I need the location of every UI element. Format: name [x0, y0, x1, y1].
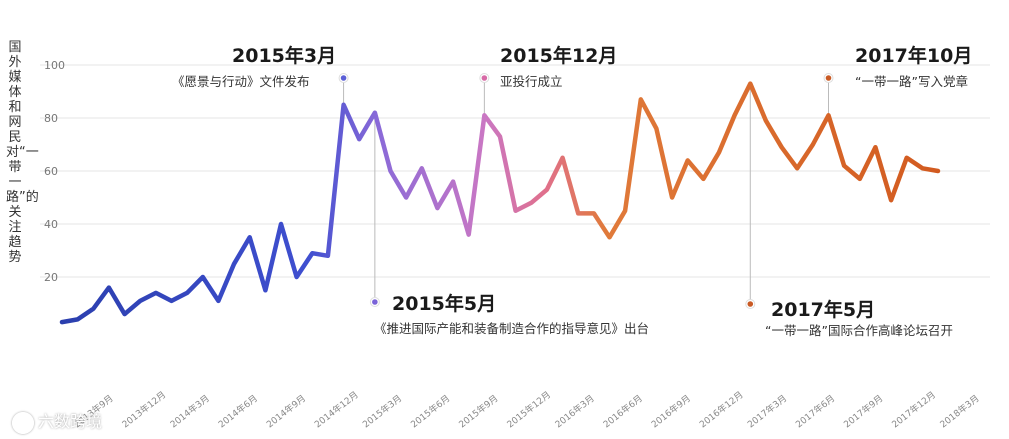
annotation-date: 2017年10月 [855, 44, 972, 67]
x-tick-label: 2014年6月 [216, 392, 260, 430]
annotation-text: 《愿景与行动》文件发布 [172, 74, 310, 89]
x-tick-label: 2014年3月 [168, 392, 212, 430]
annotation-text: “一带一路”写入党章 [855, 74, 968, 89]
annotation-marker [747, 301, 754, 307]
annotation-text: 《推进国际产能和装备制造合作的指导意见》出台 [374, 321, 649, 336]
annotation-marker [340, 75, 347, 81]
watermark-text: 六数跨境 [38, 412, 103, 431]
x-tick-label: 2016年9月 [649, 392, 693, 430]
x-tick-label: 2017年6月 [793, 392, 837, 430]
annotation-date: 2015年12月 [500, 44, 617, 67]
annotation-date: 2015年5月 [392, 292, 496, 315]
series-line [59, 81, 941, 325]
annotation-date: 2015年3月 [232, 44, 336, 67]
x-tick-label: 2018年3月 [937, 392, 981, 430]
annotation-marker [372, 299, 378, 305]
watermark: 六数跨境 [12, 408, 102, 434]
x-tick-label: 2013年12月 [120, 389, 169, 431]
x-tick-label: 2016年12月 [697, 389, 746, 431]
x-tick-label: 2015年6月 [408, 392, 452, 430]
x-tick-label: 2017年9月 [841, 392, 885, 430]
x-tick-label: 2014年9月 [264, 392, 308, 430]
annotation-marker [825, 75, 832, 81]
y-tick-label: 60 [44, 165, 58, 178]
annotation-leaders [343, 78, 829, 304]
y-tick-label: 40 [44, 218, 58, 231]
watermark-logo-icon [12, 411, 34, 434]
x-tick-label: 2015年9月 [456, 392, 500, 430]
x-axis-ticks: 2013年9月 2013年12月 2014年3月 2014年6月 2014年9月 2014… [71, 389, 981, 431]
x-tick-label: 2016年6月 [601, 392, 645, 430]
x-tick-label: 2017年12月 [889, 389, 938, 431]
x-tick-label: 2017年3月 [745, 392, 789, 430]
x-tick-label: 2014年12月 [312, 389, 361, 431]
annotation-date: 2017年5月 [771, 298, 875, 321]
y-tick-label: 20 [44, 271, 58, 284]
y-axis-label: 国外媒体和网民对“一带一路”的关注趋势 [6, 40, 39, 265]
x-tick-label: 2015年12月 [504, 389, 553, 431]
annotation-text: “一带一路”国际合作高峰论坛召开 [765, 323, 953, 338]
y-tick-label: 100 [44, 59, 65, 72]
x-tick-label: 2016年3月 [553, 392, 597, 430]
annotation-text: 亚投行成立 [500, 74, 563, 89]
annotation-marker [481, 75, 488, 81]
x-tick-label: 2015年3月 [360, 392, 404, 430]
y-axis-ticks: 20 40 60 80 100 [44, 59, 65, 284]
annotations: 2015年3月《愿景与行动》文件发布 2015年5月《推进国际产能和装备制造合作的… [172, 44, 972, 338]
y-tick-label: 80 [44, 112, 58, 125]
